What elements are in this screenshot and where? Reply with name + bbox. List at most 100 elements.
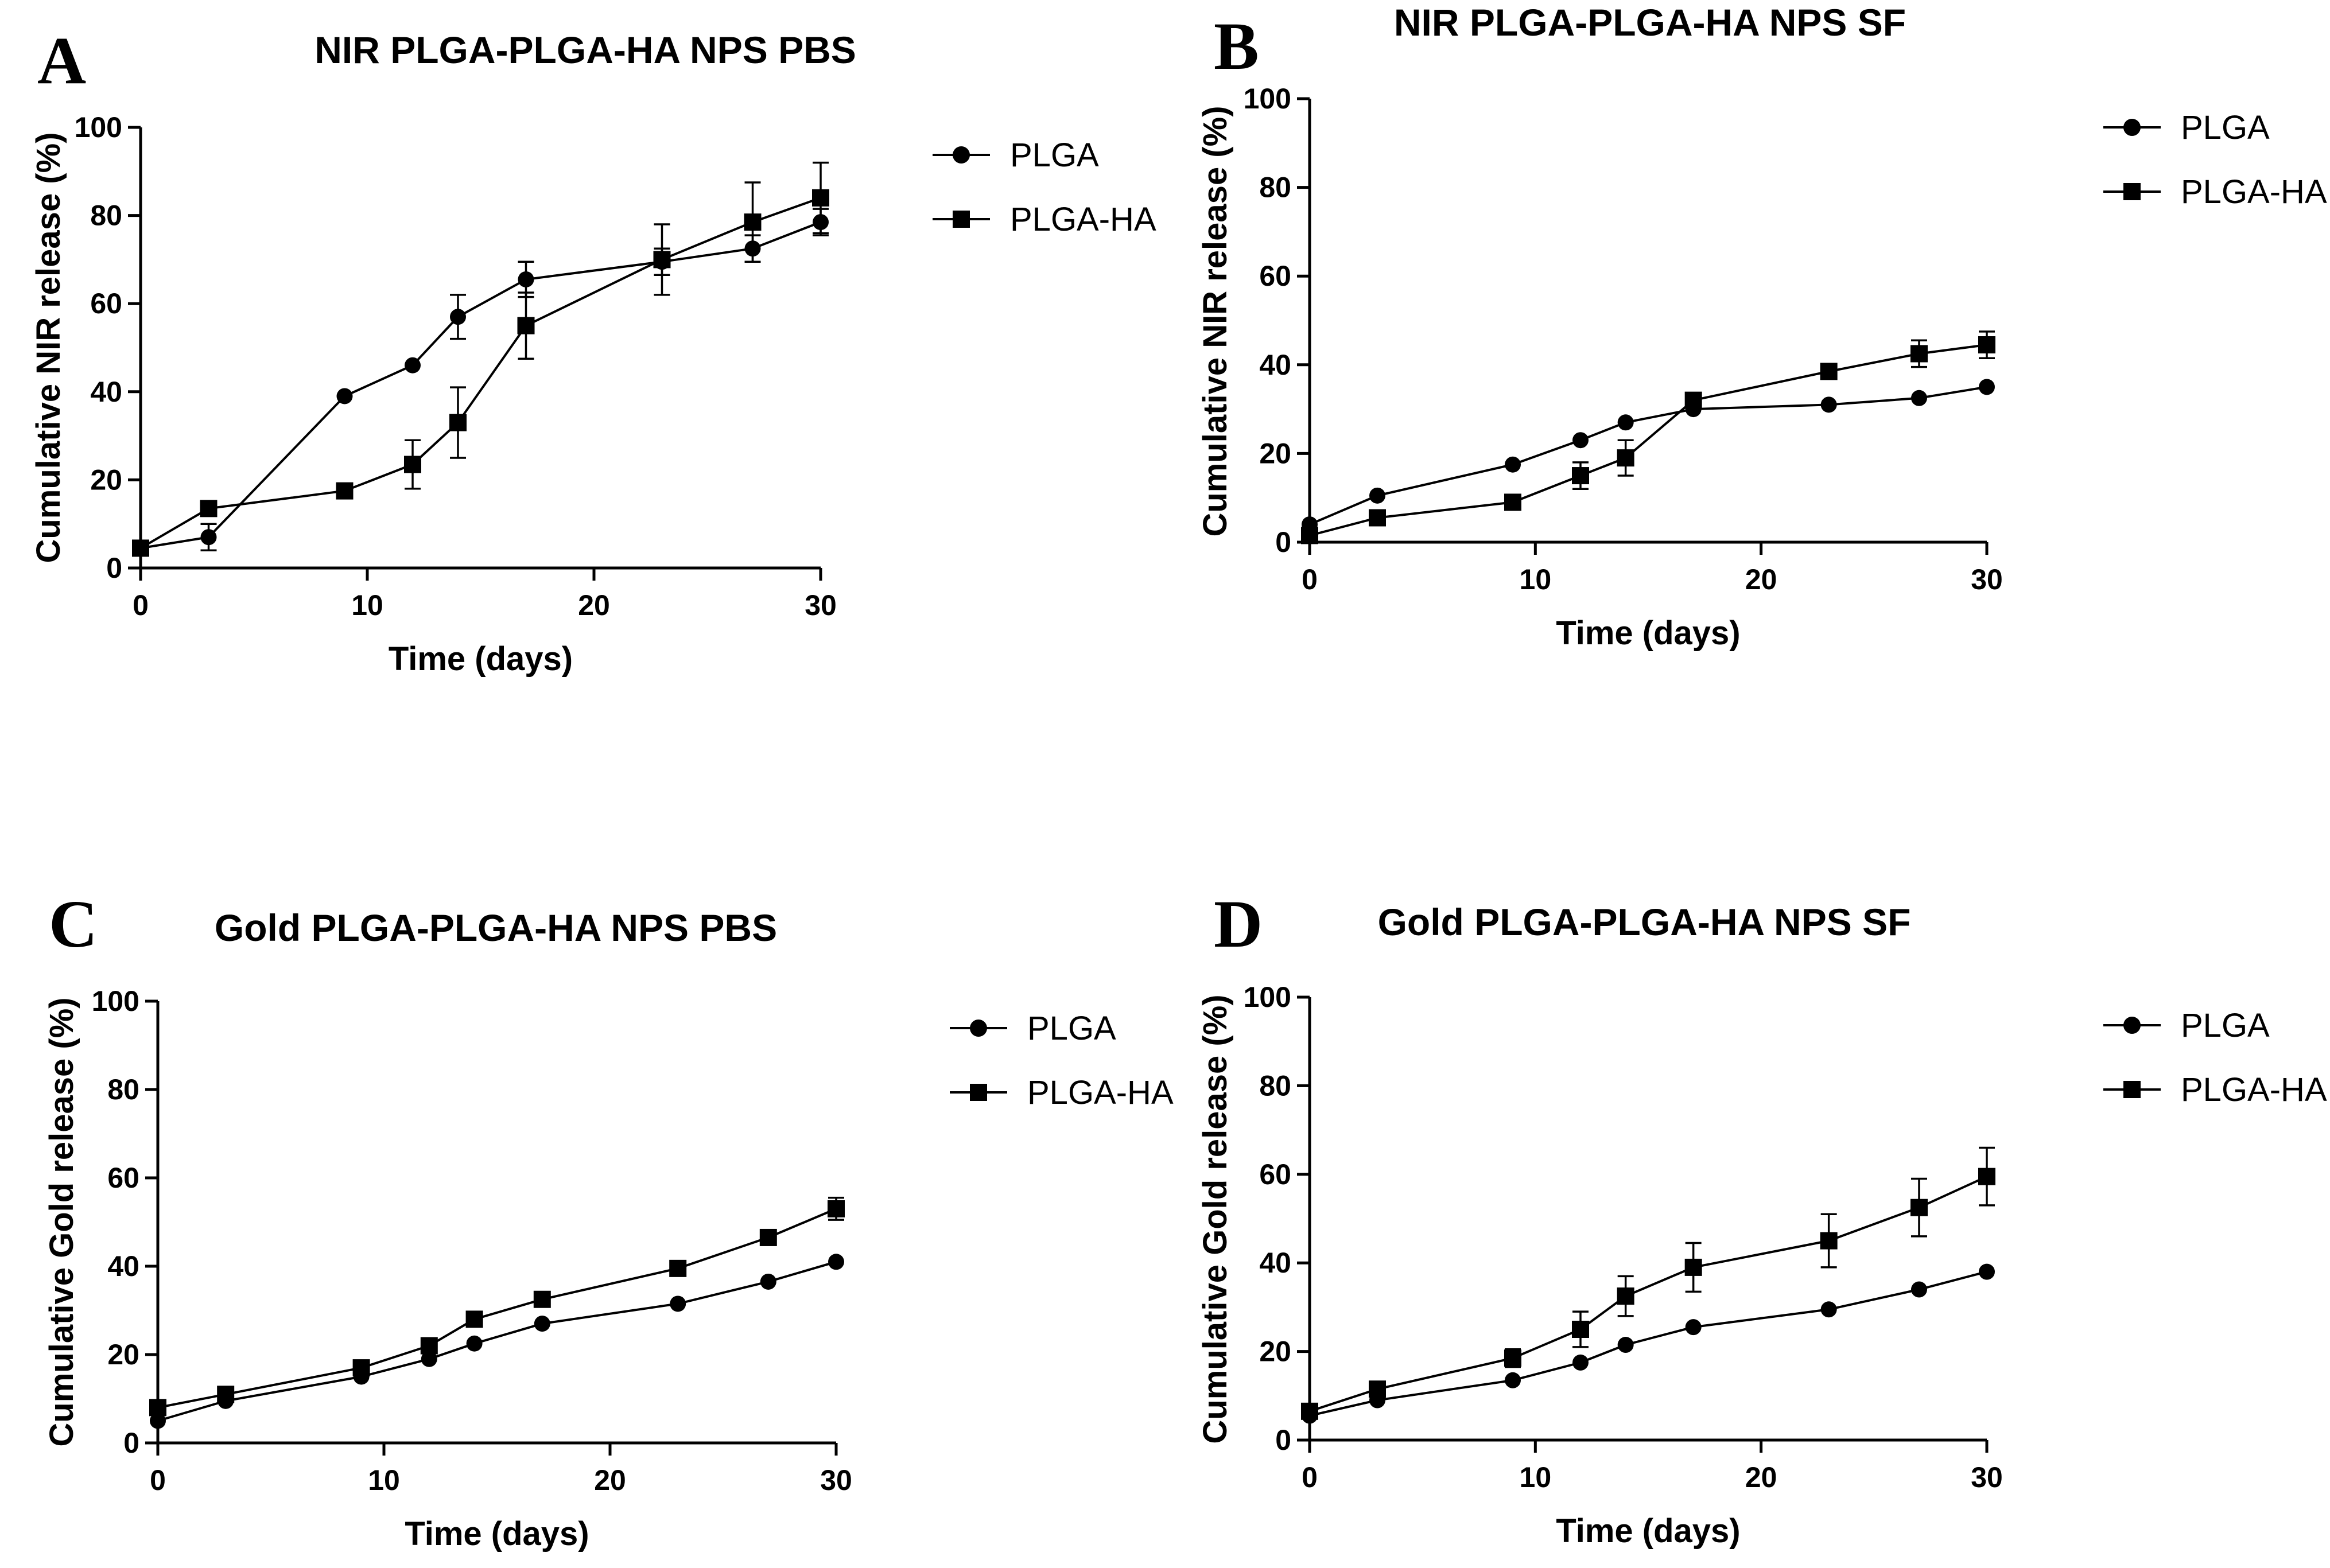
legend-marker <box>2123 183 2141 200</box>
y-tick-label: 80 <box>1259 172 1291 204</box>
data-point <box>1820 396 1837 413</box>
legend-label: PLGA-HA <box>2181 173 2327 211</box>
y-tick-label: 40 <box>1259 349 1291 381</box>
legend-marker <box>970 1020 987 1037</box>
data-point <box>1911 390 1927 406</box>
data-point <box>1505 1372 1521 1388</box>
data-point <box>150 1413 166 1429</box>
series-plga-ha <box>149 1196 845 1417</box>
panel-letter: C <box>49 886 98 962</box>
x-axis-label: Time (days) <box>1556 614 1740 652</box>
series-plga <box>1302 379 1995 533</box>
data-point <box>1684 391 1702 409</box>
y-tick-label: 60 <box>1259 1158 1291 1190</box>
y-tick-label: 100 <box>92 985 139 1017</box>
data-point <box>1369 1380 1386 1398</box>
data-point <box>1617 1337 1634 1353</box>
data-point <box>812 189 829 207</box>
series-line <box>157 1208 837 1409</box>
series-plga-ha <box>1301 1146 1995 1420</box>
data-point <box>1504 1349 1521 1367</box>
data-point <box>200 529 217 546</box>
y-tick-label: 80 <box>1259 1069 1291 1102</box>
data-point <box>450 309 466 325</box>
x-tick-label: 30 <box>1971 1461 2003 1493</box>
y-tick-label: 0 <box>1275 1424 1291 1456</box>
data-point <box>653 251 671 269</box>
y-tick-label: 40 <box>1259 1247 1291 1279</box>
series-plga-ha <box>132 161 829 557</box>
series-line <box>1309 344 1987 537</box>
data-point <box>1572 432 1589 449</box>
legend-marker <box>970 1084 987 1101</box>
y-axis-label: Cumulative NIR release (%) <box>30 132 67 563</box>
data-point <box>1685 1319 1702 1336</box>
legend-marker <box>2123 1081 2141 1098</box>
data-point <box>1910 1199 1928 1216</box>
y-tick-label: 80 <box>107 1073 139 1106</box>
x-tick-label: 0 <box>150 1464 166 1496</box>
chart-title: Gold PLGA-PLGA-HA NPS PBS <box>215 906 777 949</box>
panel-letter: A <box>37 23 86 98</box>
x-tick-label: 0 <box>1302 563 1318 596</box>
y-tick-label: 20 <box>107 1339 139 1371</box>
chart-panel-b: B NIR PLGA-PLGA-HA NPS SF 0 20 40 60 80 100 0 10 2… <box>1197 1 2327 652</box>
x-tick-label: 10 <box>1520 563 1552 596</box>
legend-marker <box>2123 1017 2141 1034</box>
data-point <box>1301 1402 1318 1420</box>
chart-title: NIR PLGA-PLGA-HA NPS PBS <box>314 29 856 71</box>
data-point <box>669 1259 687 1277</box>
x-tick-label: 30 <box>1971 563 2003 596</box>
data-point <box>1301 527 1318 544</box>
y-tick-label: 100 <box>1244 83 1291 115</box>
data-point <box>1572 1354 1589 1371</box>
data-point <box>517 317 535 334</box>
x-tick-label: 30 <box>805 589 837 621</box>
y-tick-label: 60 <box>1259 260 1291 292</box>
y-axis-label: Cumulative Gold release (%) <box>1197 994 1234 1444</box>
legend-label: PLGA-HA <box>2181 1071 2327 1108</box>
data-point <box>759 1228 777 1246</box>
x-tick-label: 20 <box>578 589 610 621</box>
chart-title: NIR PLGA-PLGA-HA NPS SF <box>1394 1 1906 44</box>
data-point <box>828 1200 845 1217</box>
data-point <box>449 414 467 431</box>
data-point <box>200 500 218 518</box>
x-axis-label: Time (days) <box>389 640 573 678</box>
y-tick-label: 40 <box>90 376 122 408</box>
chart-panel-c: C Gold PLGA-PLGA-HA NPS PBS 0 20 40 60 80 100 0 1… <box>43 886 1174 1553</box>
data-point <box>1979 379 1995 395</box>
series-line <box>1309 386 1987 526</box>
legend-marker <box>953 146 970 164</box>
chart-panel-d: D Gold PLGA-PLGA-HA NPS SF 0 20 40 60 80 100 0 10… <box>1197 886 2327 1550</box>
y-tick-label: 0 <box>1275 526 1291 558</box>
series-line <box>139 197 821 550</box>
x-tick-label: 20 <box>594 1464 626 1496</box>
data-point <box>760 1273 776 1290</box>
data-point <box>336 388 353 404</box>
data-point <box>533 1290 551 1308</box>
data-point <box>466 1335 483 1352</box>
data-point <box>1572 1321 1589 1338</box>
x-tick-label: 10 <box>351 589 383 621</box>
y-tick-label: 40 <box>107 1250 139 1282</box>
data-point <box>1979 1263 1995 1280</box>
data-point <box>421 1351 437 1367</box>
x-tick-label: 30 <box>820 1464 852 1496</box>
series-plga <box>150 1254 844 1429</box>
x-axis-label: Time (days) <box>1556 1512 1740 1550</box>
data-point <box>217 1386 235 1403</box>
x-tick-label: 0 <box>1302 1461 1318 1493</box>
data-point <box>1505 456 1521 473</box>
data-point <box>1572 467 1589 485</box>
y-axis-label: Cumulative Gold release (%) <box>43 997 80 1446</box>
data-point <box>828 1254 844 1270</box>
data-point <box>1978 336 1995 354</box>
data-point <box>1911 1281 1927 1298</box>
data-point <box>518 271 534 287</box>
data-point <box>744 213 762 231</box>
data-point <box>465 1310 483 1328</box>
data-point <box>1820 1301 1837 1318</box>
series-line <box>140 221 821 550</box>
y-axis-label: Cumulative NIR release (%) <box>1197 106 1234 536</box>
